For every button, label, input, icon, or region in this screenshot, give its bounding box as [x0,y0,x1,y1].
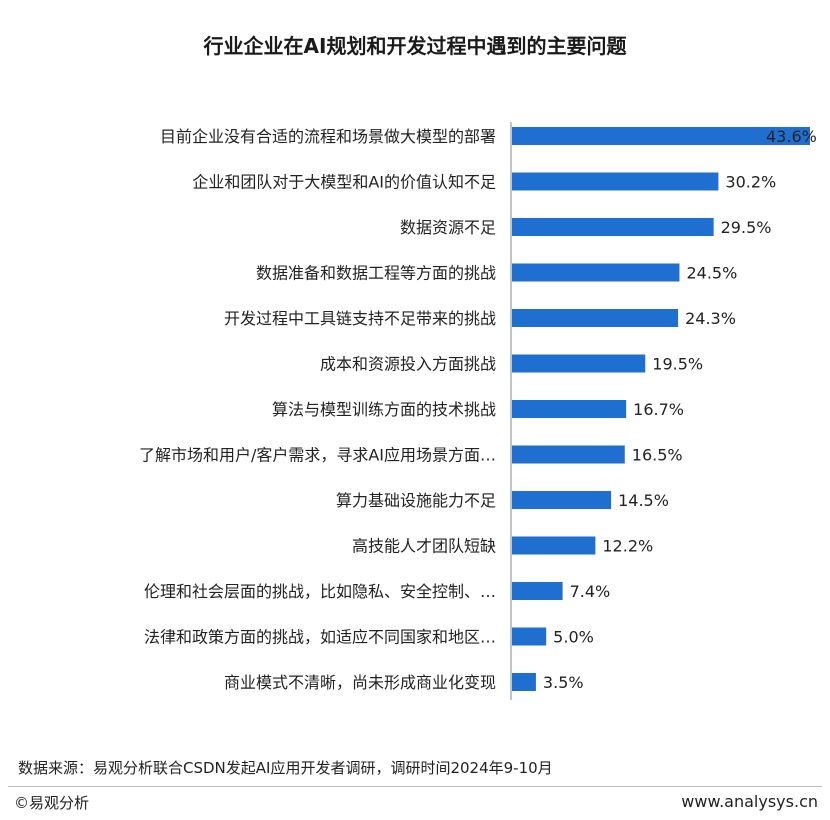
value-label: 5.0% [553,628,594,647]
bar [512,263,680,282]
copyright-text: ©易观分析 [14,794,90,812]
bar [512,536,596,555]
value-label: 14.5% [618,491,669,510]
value-label: 7.4% [570,582,611,601]
bar [512,218,714,236]
bar [512,627,547,646]
category-labels: 目前企业没有合适的流程和场景做大模型的部署企业和团队对于大模型和AI的价值认知不… [139,127,496,692]
value-label: 43.6% [766,127,817,146]
value-label: 3.5% [543,673,584,692]
bars [512,127,810,691]
value-label: 12.2% [602,537,653,556]
value-label: 29.5% [721,218,772,237]
chart-title: 行业企业在AI规划和开发过程中遇到的主要问题 [203,34,627,58]
category-label: 法律和政策方面的挑战，如适应不同国家和地区… [144,628,496,647]
bar-chart: 目前企业没有合适的流程和场景做大模型的部署企业和团队对于大模型和AI的价值认知不… [139,122,817,700]
value-label: 30.2% [725,173,776,192]
category-label: 算法与模型训练方面的技术挑战 [272,400,496,419]
category-label: 伦理和社会层面的挑战，比如隐私、安全控制、… [144,582,496,601]
bar [512,582,563,600]
category-label: 数据资源不足 [400,218,496,237]
value-label: 16.5% [632,446,683,465]
bar [512,127,810,145]
value-label: 24.5% [686,264,737,283]
value-labels: 43.6% 30.2% 29.5% 24.5% 24.3% 19.5% 16.7% 16.5%… [543,127,817,692]
bar [512,491,612,509]
category-label: 了解市场和用户/客户需求，寻求AI应用场景方面… [139,446,496,465]
value-label: 16.7% [633,400,684,419]
category-label: 成本和资源投入方面挑战 [320,355,496,374]
category-label: 商业模式不清晰，尚未形成商业化变现 [224,673,496,692]
bar [512,354,646,373]
category-label: 目前企业没有合适的流程和场景做大模型的部署 [160,127,496,146]
category-label: 高技能人才团队短缺 [352,537,496,556]
category-label: 算力基础设施能力不足 [336,491,496,510]
category-label: 开发过程中工具链支持不足带来的挑战 [224,309,496,328]
category-label: 数据准备和数据工程等方面的挑战 [256,264,496,283]
data-source-note: 数据来源：易观分析联合CSDN发起AI应用开发者调研，调研时间2024年9-10… [18,759,553,777]
bar [512,172,719,191]
value-label: 19.5% [652,355,703,374]
bar [512,445,625,464]
category-label: 企业和团队对于大模型和AI的价值认知不足 [192,173,496,192]
value-label: 24.3% [685,309,736,328]
footer-divider [8,786,822,787]
bar [512,400,627,418]
bar [512,309,679,327]
website-link[interactable]: www.analysys.cn [681,792,818,811]
bar [512,673,536,691]
